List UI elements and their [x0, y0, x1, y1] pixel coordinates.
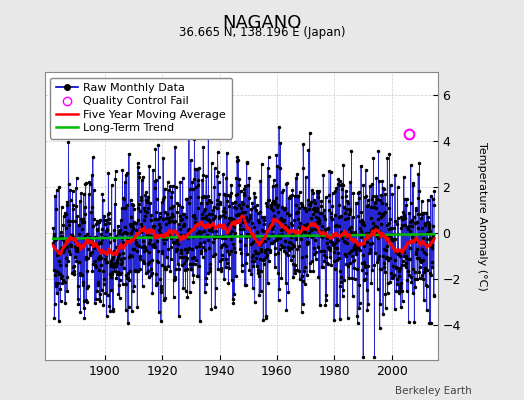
Text: 36.665 N, 138.196 E (Japan): 36.665 N, 138.196 E (Japan)	[179, 26, 345, 39]
Text: Berkeley Earth: Berkeley Earth	[395, 386, 472, 396]
Text: NAGANO: NAGANO	[222, 14, 302, 32]
Y-axis label: Temperature Anomaly (°C): Temperature Anomaly (°C)	[477, 142, 487, 290]
Legend: Raw Monthly Data, Quality Control Fail, Five Year Moving Average, Long-Term Tren: Raw Monthly Data, Quality Control Fail, …	[50, 78, 232, 139]
